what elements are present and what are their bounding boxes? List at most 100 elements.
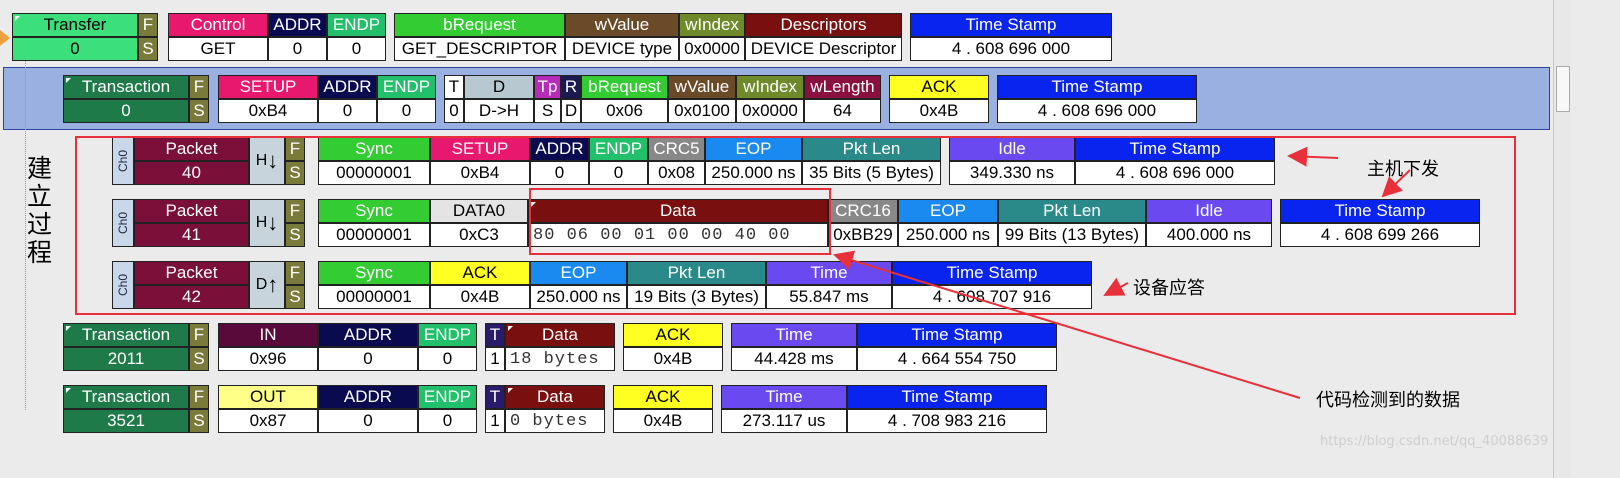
field-ack[interactable]: ACK 0x4B xyxy=(889,75,989,123)
packet-s: S xyxy=(285,161,305,185)
field-wlength[interactable]: wLength 64 xyxy=(804,75,881,123)
field-time[interactable]: Time 55.847 ms xyxy=(766,261,892,309)
field-value-ack: 0x4B xyxy=(613,409,713,433)
field-time[interactable]: Time 44.428 ms xyxy=(731,323,857,371)
field-header-brequest: bRequest xyxy=(581,75,668,99)
field-sync[interactable]: Sync 00000001 xyxy=(318,261,430,309)
field-wvalue[interactable]: wValue 0x0100 xyxy=(668,75,736,123)
watermark: https://blog.csdn.net/qq_40088639 xyxy=(1320,434,1549,449)
field-out[interactable]: OUT 0x87 xyxy=(218,385,318,433)
field-ack[interactable]: ACK 0x4B xyxy=(430,261,530,309)
transfer-fields: Control GET ADDR 0 ENDP 0 bRequest GET_DESCRIPT… xyxy=(168,13,1112,61)
field-addr[interactable]: ADDR 0 xyxy=(318,323,418,371)
field-addr[interactable]: ADDR 0 xyxy=(318,385,418,433)
field-value-windex: 0x0000 xyxy=(736,99,804,123)
packet-record[interactable]: Ch0 Packet 41 H ↓ F S xyxy=(112,199,305,247)
field-d[interactable]: D D->H xyxy=(464,75,534,123)
transaction-title: Transaction xyxy=(63,385,189,409)
field-addr[interactable]: ADDR 0 xyxy=(530,137,589,185)
field-tp[interactable]: Tp S xyxy=(534,75,561,123)
field-wvalue[interactable]: wValue DEVICE type xyxy=(565,13,679,61)
field-value-eop: 250.000 ns xyxy=(898,223,998,247)
field-eop[interactable]: EOP 250.000 ns xyxy=(530,261,627,309)
field-value-eop: 250.000 ns xyxy=(705,161,802,185)
arrow-up-icon: ↑ xyxy=(267,272,279,297)
field-value-data0: 0xC3 xyxy=(430,223,528,247)
field-value-endp: 0 xyxy=(418,347,477,371)
field-ack[interactable]: ACK 0x4B xyxy=(613,385,713,433)
field-time-stamp[interactable]: Time Stamp 4 . 608 707 916 xyxy=(892,261,1092,309)
field-time-stamp[interactable]: Time Stamp 4 . 608 696 000 xyxy=(997,75,1197,123)
field-pkt-len[interactable]: Pkt Len 99 Bits (13 Bytes) xyxy=(998,199,1146,247)
field-setup[interactable]: SETUP 0xB4 xyxy=(430,137,530,185)
field-ack[interactable]: ACK 0x4B xyxy=(623,323,723,371)
field-eop[interactable]: EOP 250.000 ns xyxy=(898,199,998,247)
direction-indicator: D ↑ xyxy=(249,261,285,309)
field-endp[interactable]: ENDP 0 xyxy=(418,385,477,433)
field-setup[interactable]: SETUP 0xB4 xyxy=(218,75,318,123)
packet-record[interactable]: Ch0 Packet 40 H ↓ F S xyxy=(112,137,305,185)
field-time[interactable]: Time 273.117 us xyxy=(721,385,847,433)
field-value-wlength: 64 xyxy=(804,99,881,123)
field-data[interactable]: Data 18 bytes xyxy=(505,323,615,371)
data-field-highlight xyxy=(529,188,831,255)
field-value-t: 0 xyxy=(444,99,464,123)
field-header-wvalue: wValue xyxy=(565,13,679,37)
field-endp[interactable]: ENDP 0 xyxy=(418,323,477,371)
field-value-wvalue: DEVICE type xyxy=(565,37,679,61)
field-value-sync: 00000001 xyxy=(318,161,430,185)
field-header-ack: ACK xyxy=(613,385,713,409)
packet-title: Packet xyxy=(134,261,249,285)
field-endp[interactable]: ENDP 0 xyxy=(589,137,648,185)
field-sync[interactable]: Sync 00000001 xyxy=(318,199,430,247)
scrollbar[interactable] xyxy=(1553,0,1570,478)
packet-record[interactable]: Ch0 Packet 42 D ↑ F S xyxy=(112,261,305,309)
expand-marker-icon[interactable] xyxy=(0,30,10,46)
field-windex[interactable]: wIndex 0x0000 xyxy=(679,13,745,61)
field-pkt-len[interactable]: Pkt Len 19 Bits (3 Bytes) xyxy=(627,261,766,309)
field-pkt-len[interactable]: Pkt Len 35 Bits (5 Bytes) xyxy=(802,137,941,185)
field-in[interactable]: IN 0x96 xyxy=(218,323,318,371)
field-value-r: D xyxy=(561,99,581,123)
field-addr[interactable]: ADDR 0 xyxy=(268,13,327,61)
field-header-eop: EOP xyxy=(530,261,627,285)
field-time-stamp[interactable]: Time Stamp 4 . 608 696 000 xyxy=(910,13,1112,61)
field-brequest[interactable]: bRequest 0x06 xyxy=(581,75,668,123)
field-header-time: Time xyxy=(766,261,892,285)
field-crc16[interactable]: CRC16 0xBB29 xyxy=(828,199,898,247)
packet-s: S xyxy=(285,285,305,309)
scroll-thumb[interactable] xyxy=(1556,66,1570,112)
transaction-record[interactable]: Transaction 3521 F S xyxy=(63,385,209,433)
field-addr[interactable]: ADDR 0 xyxy=(318,75,377,123)
field-data[interactable]: Data 80 06 00 01 00 00 40 00 xyxy=(528,199,828,247)
transaction-record[interactable]: Transaction 2011 F S xyxy=(63,323,209,371)
field-header-addr: ADDR xyxy=(318,323,418,347)
field-value-setup: 0xB4 xyxy=(430,161,530,185)
field-control[interactable]: Control GET xyxy=(168,13,268,61)
field-endp[interactable]: ENDP 0 xyxy=(377,75,436,123)
field-time-stamp[interactable]: Time Stamp 4 . 708 983 216 xyxy=(847,385,1047,433)
field-time-stamp[interactable]: Time Stamp 4 . 664 554 750 xyxy=(857,323,1057,371)
packet-fields: Sync 00000001 ACK 0x4B EOP 250.000 ns Pkt Len 1… xyxy=(318,261,1100,309)
field-data0[interactable]: DATA0 0xC3 xyxy=(430,199,528,247)
field-windex[interactable]: wIndex 0x0000 xyxy=(736,75,804,123)
field-data[interactable]: Data 0 bytes xyxy=(505,385,605,433)
field-header-sync: Sync xyxy=(318,261,430,285)
field-brequest[interactable]: bRequest GET_DESCRIPTOR xyxy=(394,13,565,61)
packet-title: Packet xyxy=(134,199,249,223)
field-descriptors[interactable]: Descriptors DEVICE Descriptor xyxy=(745,13,902,61)
field-value-addr: 0 xyxy=(530,161,589,185)
field-endp[interactable]: ENDP 0 xyxy=(327,13,386,61)
transaction-record[interactable]: Transaction 0 F S xyxy=(63,75,209,123)
field-time-stamp[interactable]: Time Stamp 4 . 608 699 266 xyxy=(1280,199,1480,247)
field-idle[interactable]: Idle 400.000 ns xyxy=(1146,199,1272,247)
field-value-data: 0 bytes xyxy=(505,409,605,433)
field-sync[interactable]: Sync 00000001 xyxy=(318,137,430,185)
field-header-eop: EOP xyxy=(898,199,998,223)
transfer-record[interactable]: Transfer 0 F S xyxy=(12,13,158,61)
transaction-f: F xyxy=(189,385,209,409)
